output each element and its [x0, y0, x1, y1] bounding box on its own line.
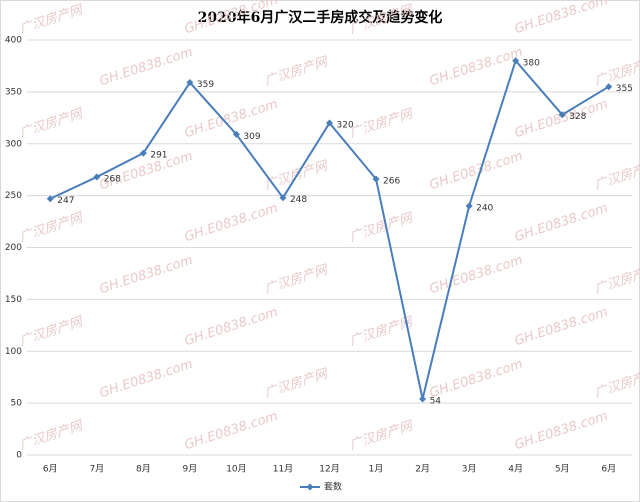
data-point — [372, 175, 380, 183]
x-tick-label: 9月 — [183, 464, 198, 475]
y-tick-label: 100 — [5, 347, 22, 357]
y-tick-label: 0 — [16, 451, 22, 461]
y-tick-label: 350 — [5, 87, 22, 97]
x-tick-label: 6月 — [43, 464, 58, 475]
y-tick-label: 200 — [5, 243, 22, 253]
x-tick-label: 1月 — [369, 464, 384, 475]
x-tick-label: 12月 — [319, 464, 339, 475]
x-tick-label: 11月 — [273, 464, 293, 475]
data-label: 247 — [57, 196, 74, 206]
data-label: 359 — [197, 80, 214, 90]
y-tick-label: 250 — [5, 191, 22, 201]
data-label: 266 — [383, 177, 400, 187]
data-point — [326, 119, 333, 127]
data-label: 320 — [337, 121, 354, 131]
legend-marker — [306, 483, 314, 491]
data-point — [605, 83, 613, 91]
data-point — [139, 149, 147, 157]
y-tick-label: 50 — [11, 399, 23, 409]
y-tick-label: 300 — [5, 139, 22, 149]
legend-label: 套数 — [324, 481, 342, 493]
data-label: 309 — [243, 132, 260, 142]
data-point — [465, 202, 473, 210]
data-point — [279, 194, 287, 202]
data-label: 240 — [476, 204, 493, 214]
data-label: 355 — [616, 84, 633, 94]
data-point — [558, 111, 566, 119]
x-tick-label: 7月 — [89, 464, 104, 475]
data-label: 380 — [523, 58, 540, 68]
x-tick-label: 6月 — [601, 464, 616, 475]
data-label: 268 — [104, 174, 121, 184]
x-tick-label: 2月 — [415, 464, 430, 475]
x-tick-label: 4月 — [508, 464, 523, 475]
data-point — [419, 395, 427, 403]
y-tick-label: 400 — [5, 36, 22, 46]
data-label: 54 — [430, 396, 442, 406]
x-tick-label: 3月 — [462, 464, 477, 475]
y-tick-label: 150 — [5, 295, 22, 305]
data-label: 248 — [290, 195, 307, 205]
chart-title: 2020年6月广汉二手房成交及趋势变化 — [198, 9, 443, 26]
data-point — [186, 79, 194, 87]
x-tick-label: 10月 — [226, 464, 246, 475]
data-point — [512, 57, 520, 65]
data-point — [93, 173, 101, 181]
data-point — [46, 195, 54, 203]
data-label: 328 — [569, 112, 586, 122]
x-tick-label: 8月 — [136, 464, 151, 475]
x-tick-label: 5月 — [555, 464, 570, 475]
data-point — [232, 130, 240, 138]
data-label: 291 — [150, 151, 167, 161]
